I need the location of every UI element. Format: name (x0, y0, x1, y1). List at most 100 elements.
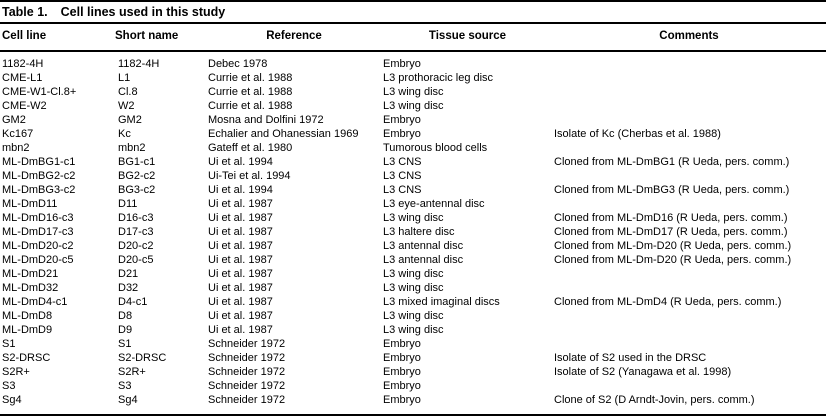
table-row: ML-DmD17-c3 D17-c3 Ui et al. 1987 L3 hal… (0, 225, 826, 239)
comments-cell (552, 197, 826, 211)
short-name-cell: GM2 (118, 114, 142, 126)
short-name-cell: L1 (118, 72, 131, 84)
comments-cell (552, 267, 826, 281)
table-row: GM2 GM2 Mosna and Dolfini 1972 Embryo (0, 113, 826, 127)
cell-line-cell: S1 (2, 338, 16, 350)
cell-line-cell: ML-DmBG2-c2 (2, 170, 76, 182)
cell-line-cell: S2-DRSC (2, 352, 51, 364)
short-name-cell: mbn2 (118, 142, 146, 154)
cell-line-cell: ML-DmD17-c3 (2, 226, 74, 238)
header-row: Cell line Short name Reference Tissue so… (0, 23, 826, 52)
column-header-reference: Reference (205, 23, 383, 52)
short-name-cell: S2-DRSC (118, 352, 167, 364)
tissue-source-cell: L3 antennal disc (383, 240, 464, 252)
reference-cell: Schneider 1972 (208, 338, 286, 350)
short-name-cell: BG1-c1 (118, 156, 156, 168)
cell-line-cell: ML-DmD32 (2, 282, 59, 294)
tissue-source-cell: L3 wing disc (383, 100, 444, 112)
comments-cell (552, 51, 826, 71)
reference-cell: Schneider 1972 (208, 380, 286, 392)
cell-line-cell: S2R+ (2, 366, 30, 378)
cell-lines-table: Cell line Short name Reference Tissue so… (0, 22, 826, 416)
cell-line-cell: CME-L1 (2, 72, 43, 84)
table-row: ML-DmD16-c3 D16-c3 Ui et al. 1987 L3 win… (0, 211, 826, 225)
cell-line-cell: ML-DmD20-c5 (2, 254, 74, 266)
tissue-source-cell: L3 CNS (383, 170, 422, 182)
reference-cell: Echalier and Ohanessian 1969 (208, 128, 359, 140)
cell-line-cell: CME-W1-Cl.8+ (2, 86, 77, 98)
reference-cell: Ui et al. 1987 (208, 268, 273, 280)
tissue-source-cell: Embryo (383, 58, 421, 70)
comments-cell: Cloned from ML-Dm-D20 (R Ueda, pers. com… (554, 254, 792, 266)
short-name-cell: D21 (118, 268, 139, 280)
short-name-cell: D4-c1 (118, 296, 148, 308)
column-header-tissue-source: Tissue source (383, 23, 552, 52)
tissue-source-cell: Embryo (383, 114, 421, 126)
tissue-source-cell: Embryo (383, 380, 421, 392)
reference-cell: Schneider 1972 (208, 352, 286, 364)
table-title: Cell lines used in this study (60, 5, 226, 19)
short-name-cell: 1182-4H (118, 58, 160, 70)
table-row: ML-DmD11 D11 Ui et al. 1987 L3 eye-anten… (0, 197, 826, 211)
cell-line-cell: CME-W2 (2, 100, 47, 112)
short-name-cell: Kc (118, 128, 131, 140)
tissue-source-cell: L3 wing disc (383, 324, 444, 336)
comments-cell (552, 85, 826, 99)
reference-cell: Ui et al. 1987 (208, 324, 273, 336)
short-name-cell: D20-c5 (118, 254, 154, 266)
comments-cell: Isolate of Kc (Cherbas et al. 1988) (554, 128, 721, 140)
cell-line-cell: ML-DmBG3-c2 (2, 184, 76, 196)
table-row: ML-DmD8 D8 Ui et al. 1987 L3 wing disc (0, 309, 826, 323)
table-row: 1182-4H 1182-4H Debec 1978 Embryo (0, 51, 826, 71)
table-row: ML-DmBG2-c2 BG2-c2 Ui-Tei et al. 1994 L3… (0, 169, 826, 183)
reference-cell: Mosna and Dolfini 1972 (208, 114, 324, 126)
comments-cell (552, 281, 826, 295)
tissue-source-cell: L3 wing disc (383, 212, 444, 224)
short-name-cell: D11 (118, 198, 138, 210)
column-header-comments: Comments (552, 23, 826, 52)
table-row: S2-DRSC S2-DRSC Schneider 1972 Embryo Is… (0, 351, 826, 365)
table-row: Kc167 Kc Echalier and Ohanessian 1969 Em… (0, 127, 826, 141)
comments-cell: Cloned from ML-DmBG1 (R Ueda, pers. comm… (554, 156, 790, 168)
tissue-source-cell: L3 wing disc (383, 86, 444, 98)
reference-cell: Schneider 1972 (208, 394, 286, 406)
comments-cell (552, 323, 826, 337)
reference-cell: Gateff et al. 1980 (208, 142, 293, 154)
tissue-source-cell: Embryo (383, 338, 421, 350)
tissue-source-cell: L3 CNS (383, 156, 422, 168)
cell-line-cell: ML-DmD11 (2, 198, 58, 210)
short-name-cell: D17-c3 (118, 226, 154, 238)
reference-cell: Ui et al. 1987 (208, 240, 273, 252)
cell-line-cell: ML-DmBG1-c1 (2, 156, 76, 168)
table-row: ML-DmBG1-c1 BG1-c1 Ui et al. 1994 L3 CNS… (0, 155, 826, 169)
column-header-cell-line: Cell line (0, 23, 115, 52)
table-row: CME-L1 L1 Currie et al. 1988 L3 prothora… (0, 71, 826, 85)
reference-cell: Currie et al. 1988 (208, 72, 293, 84)
cell-line-cell: ML-DmD4-c1 (2, 296, 68, 308)
reference-cell: Ui et al. 1987 (208, 282, 273, 294)
tissue-source-cell: L3 eye-antennal disc (383, 198, 485, 210)
comments-cell: Cloned from ML-DmD17 (R Ueda, pers. comm… (554, 226, 788, 238)
cell-line-cell: 1182-4H (2, 58, 44, 70)
short-name-cell: D16-c3 (118, 212, 154, 224)
cell-line-cell: mbn2 (2, 142, 30, 154)
comments-cell: Cloned from ML-DmBG3 (R Ueda, pers. comm… (554, 184, 790, 196)
short-name-cell: S1 (118, 338, 132, 350)
short-name-cell: Sg4 (118, 394, 138, 406)
cell-line-cell: Kc167 (2, 128, 34, 140)
cell-line-cell: ML-DmD8 (2, 310, 53, 322)
tissue-source-cell: L3 haltere disc (383, 226, 455, 238)
table-row: CME-W2 W2 Currie et al. 1988 L3 wing dis… (0, 99, 826, 113)
reference-cell: Ui et al. 1994 (208, 184, 273, 196)
tissue-source-cell: L3 wing disc (383, 282, 444, 294)
cell-line-cell: ML-DmD20-c2 (2, 240, 74, 252)
table-caption: Table 1. Cell lines used in this study (0, 2, 826, 22)
tissue-source-cell: Embryo (383, 128, 421, 140)
table-row: ML-DmD20-c5 D20-c5 Ui et al. 1987 L3 ant… (0, 253, 826, 267)
comments-cell (552, 379, 826, 393)
reference-cell: Debec 1978 (208, 58, 268, 70)
table-row: ML-DmD9 D9 Ui et al. 1987 L3 wing disc (0, 323, 826, 337)
reference-cell: Ui et al. 1987 (208, 212, 273, 224)
reference-cell: Ui et al. 1987 (208, 198, 273, 210)
tissue-source-cell: Embryo (383, 394, 421, 406)
